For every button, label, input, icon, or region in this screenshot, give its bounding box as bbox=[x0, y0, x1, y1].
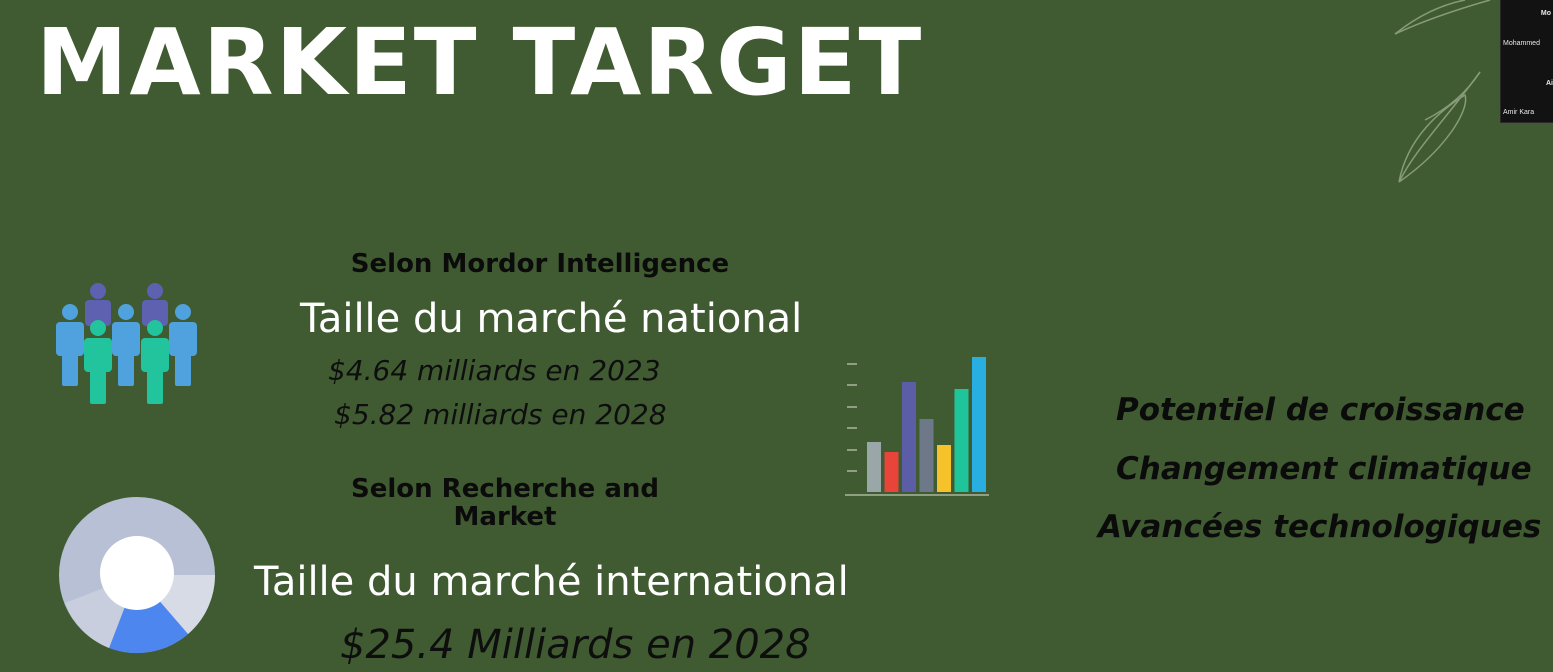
national-source-label: Selon Mordor Intelligence bbox=[350, 249, 730, 279]
people-group-icon bbox=[56, 283, 197, 404]
icon-bar bbox=[867, 442, 881, 492]
participant-label-side: Ai bbox=[1546, 80, 1553, 87]
international-source-line2: Market bbox=[453, 502, 557, 532]
international-value-2028: $25.4 Milliards en 2028 bbox=[340, 622, 811, 668]
international-source-line1: Selon Recherche and bbox=[350, 474, 659, 504]
participant-name-bottom: Amir Kara bbox=[1503, 109, 1535, 116]
national-market-heading: Taille du marché national bbox=[300, 296, 803, 342]
icon-bar bbox=[902, 382, 916, 492]
icon-bar bbox=[972, 357, 986, 492]
icon-bar bbox=[937, 445, 951, 492]
icon-bar bbox=[919, 419, 934, 492]
national-value-2028: $5.82 milliards en 2028 bbox=[334, 398, 667, 431]
participant-label-top: Mo bbox=[1540, 10, 1551, 17]
national-value-2023: $4.64 milliards en 2023 bbox=[328, 354, 661, 387]
key-point-growth: Potentiel de croissance bbox=[1116, 392, 1525, 428]
icon-bar bbox=[884, 452, 899, 492]
video-call-tile[interactable]: Mo Mohammed Ai Amir Kara bbox=[1500, 0, 1553, 123]
participant-name: Mohammed bbox=[1503, 40, 1540, 47]
key-point-climate: Changement climatique bbox=[1116, 451, 1532, 487]
leaf-decoration-icon bbox=[1394, 0, 1491, 183]
key-point-technology: Avancées technologiques bbox=[1098, 509, 1542, 545]
bar-chart-icon bbox=[845, 357, 989, 496]
slide-title: MARKET TARGET bbox=[36, 9, 924, 116]
international-market-heading: Taille du marché international bbox=[254, 559, 849, 605]
donut-chart-icon bbox=[59, 497, 215, 654]
international-source-label: Selon Recherche and Market bbox=[330, 475, 680, 531]
icon-bar bbox=[954, 389, 969, 492]
